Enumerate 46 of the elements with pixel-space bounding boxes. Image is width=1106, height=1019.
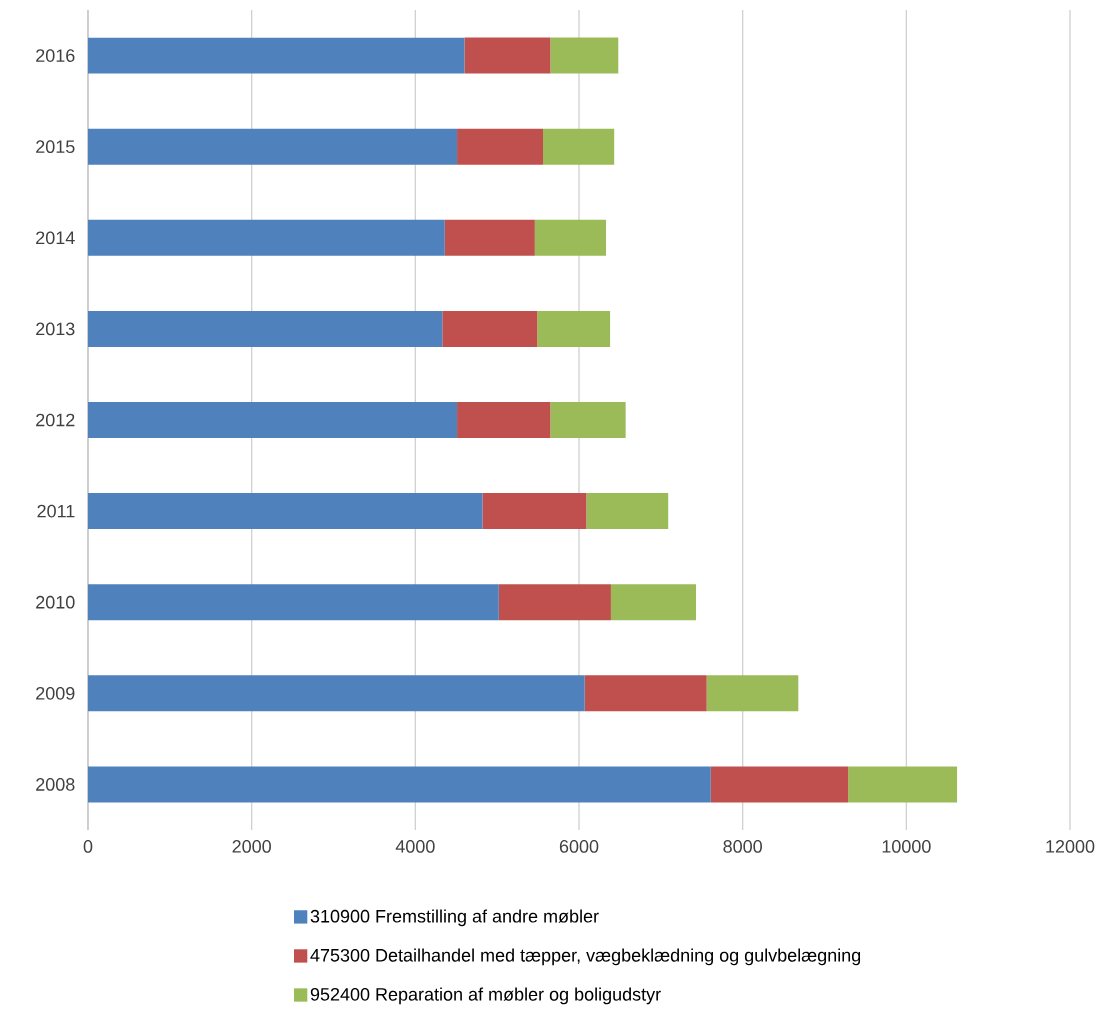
x-tick-label: 12000: [1046, 840, 1095, 853]
bar: [88, 584, 499, 621]
bar: [482, 493, 587, 530]
bar: [586, 493, 669, 530]
bar: [457, 128, 543, 165]
legend-label: 310900 Fremstilling af andre møbler: [310, 909, 599, 927]
bar: [88, 766, 711, 803]
bar: [498, 584, 611, 621]
bar: [88, 128, 458, 165]
bar: [442, 310, 538, 347]
bar: [88, 675, 585, 712]
bar: [88, 493, 483, 530]
bar: [88, 219, 445, 256]
x-tick-label: 8000: [723, 840, 762, 853]
y-tick-label: 2010: [36, 595, 75, 609]
bar: [543, 128, 615, 165]
bar: [88, 37, 465, 74]
bar: [534, 219, 607, 256]
legend-label: 475300 Detailhandel med tæpper, vægbeklædning og gulvbelægning: [310, 948, 861, 966]
y-tick-label: 2014: [36, 231, 75, 245]
bar: [464, 37, 551, 74]
bar: [710, 766, 849, 803]
x-tick-label: 2000: [232, 840, 271, 853]
x-tick-label: 0: [83, 840, 93, 853]
bar: [88, 402, 458, 438]
y-tick-label: 2011: [37, 504, 75, 518]
legend-label: 952400 Reparation af møbler og boligudstyr: [310, 987, 661, 1005]
x-tick-label: 10000: [882, 840, 931, 853]
y-tick-label: 2015: [36, 140, 75, 154]
y-tick-label: 2016: [36, 49, 75, 62]
x-tick-label: 4000: [395, 840, 435, 853]
bar: [848, 766, 958, 803]
y-tick-label: 2009: [36, 686, 75, 700]
bar: [444, 219, 535, 256]
bar: [706, 675, 799, 712]
bar: [610, 584, 697, 621]
bar: [550, 402, 626, 438]
y-tick-label: 2013: [36, 322, 75, 336]
bar: [550, 37, 619, 74]
bar: [457, 402, 551, 438]
x-tick-label: 6000: [559, 840, 599, 853]
bar: [537, 310, 611, 347]
bar: [88, 310, 443, 347]
y-tick-label: 2008: [36, 778, 75, 791]
bar: [584, 675, 707, 712]
y-tick-label: 2012: [36, 413, 75, 427]
